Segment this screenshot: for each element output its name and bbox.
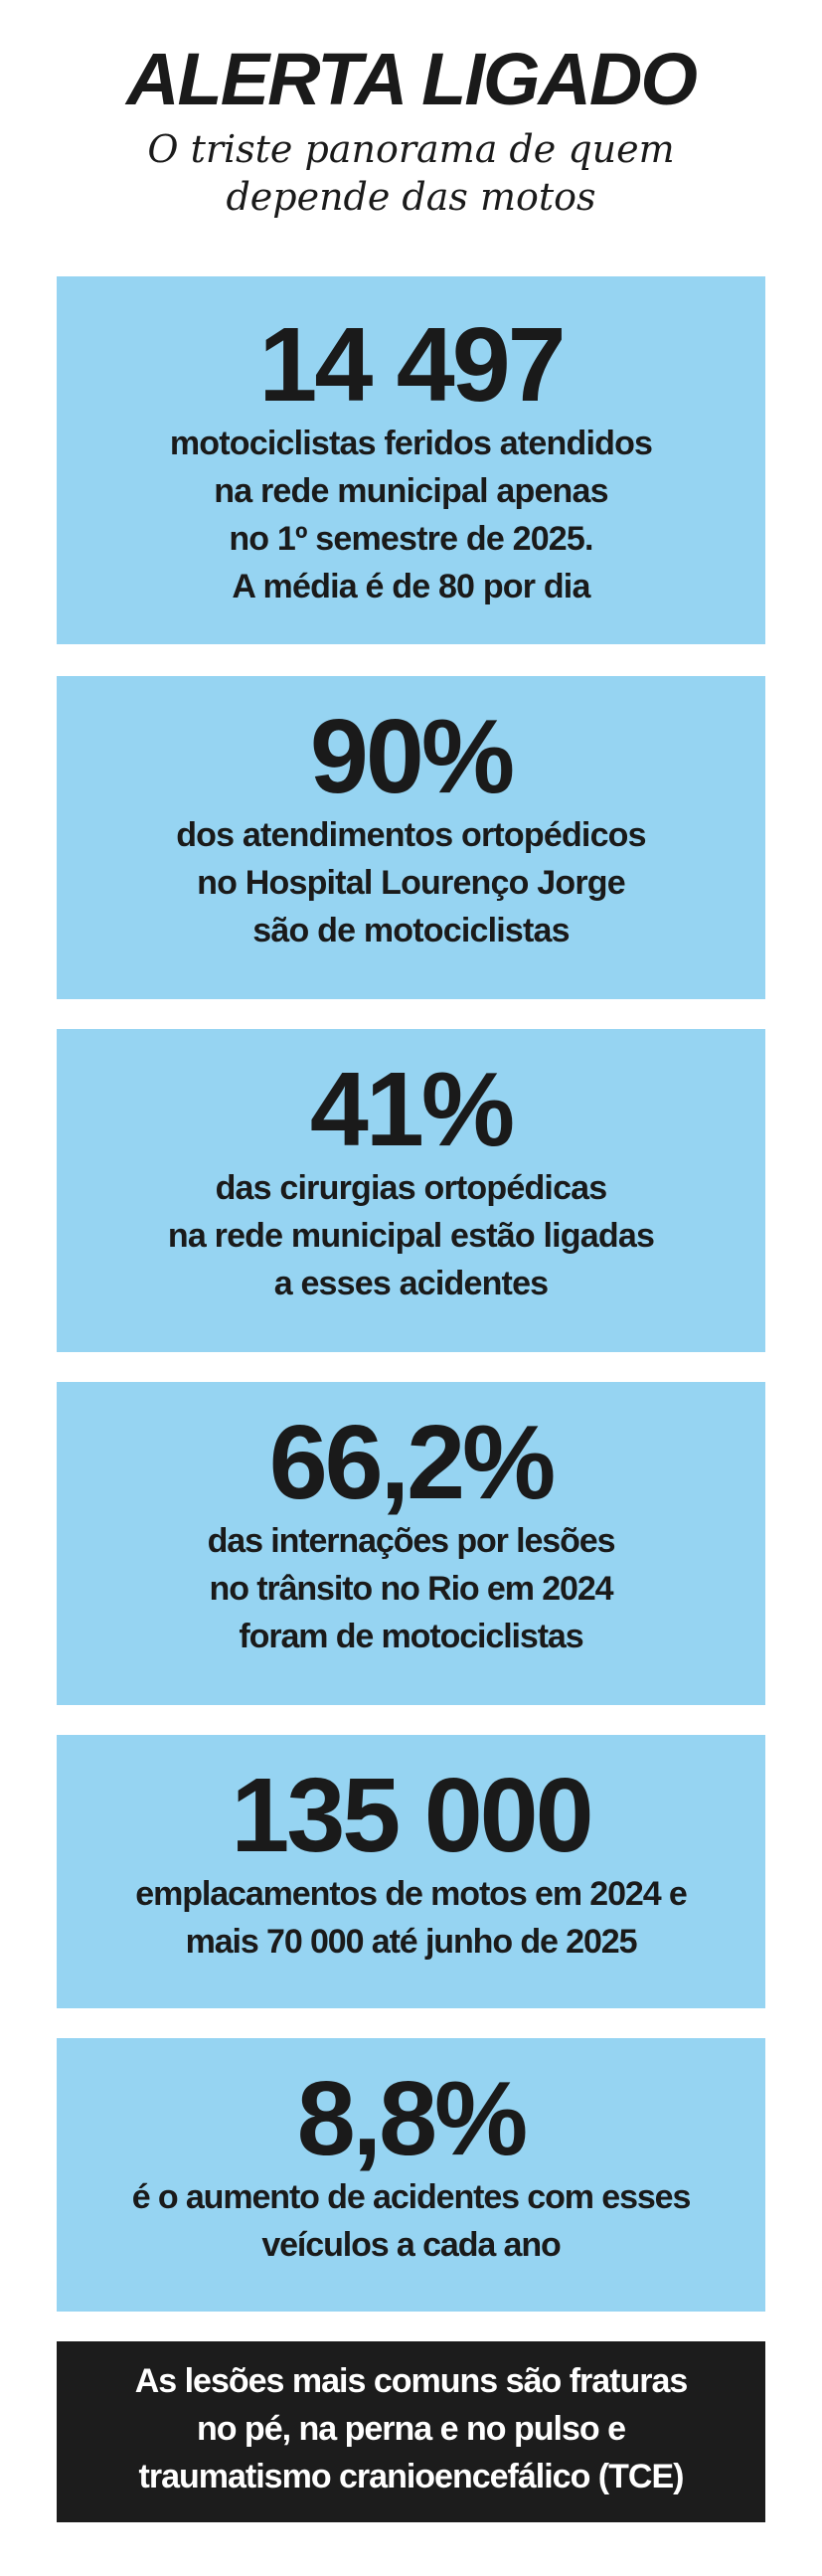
infographic-title: ALERTA LIGADO	[126, 38, 698, 120]
stat-value: 14 497	[258, 306, 566, 424]
stat-value: 135 000	[231, 1757, 593, 1874]
stat-description: das cirurgias ortopédicas na rede munici…	[167, 1169, 655, 1302]
stat-box-orthopedic-surgeries: 41% das cirurgias ortopédicas na rede mu…	[57, 1029, 765, 1352]
stat-description: é o aumento de acidentes com esses veícu…	[131, 2178, 692, 2264]
stat-description: dos atendimentos ortopédicos no Hospital…	[176, 816, 646, 949]
stat-value: 8,8%	[296, 2060, 529, 2177]
infographic-subtitle: O triste panorama de quem depende das mo…	[147, 127, 675, 219]
stat-value: 66,2%	[268, 1404, 557, 1521]
stat-description: emplacamentos de motos em 2024 e mais 70…	[135, 1875, 687, 1961]
stat-box-injured-motorcyclists: 14 497 motociclistas feridos atendidos n…	[57, 276, 765, 644]
stat-box-registrations: 135 000 emplacamentos de motos em 2024 e…	[57, 1735, 765, 2008]
stat-box-hospitalizations: 66,2% das internações por lesões no trân…	[57, 1382, 765, 1705]
stat-description: das internações por lesões no trânsito n…	[207, 1522, 616, 1655]
stat-box-accident-increase: 8,8% é o aumento de acidentes com esses …	[57, 2038, 765, 2312]
footnote-box: As lesões mais comuns são fraturas no pé…	[57, 2341, 765, 2522]
stat-value: 41%	[309, 1051, 515, 1168]
infographic-header: ALERTA LIGADO O triste panorama de quem …	[0, 40, 822, 221]
footnote-text: As lesões mais comuns são fraturas no pé…	[134, 2362, 689, 2495]
stat-description: motociclistas feridos atendidos na rede …	[169, 425, 653, 605]
stat-value: 90%	[309, 698, 515, 815]
stat-box-orthopedic-care: 90% dos atendimentos ortopédicos no Hosp…	[57, 676, 765, 999]
